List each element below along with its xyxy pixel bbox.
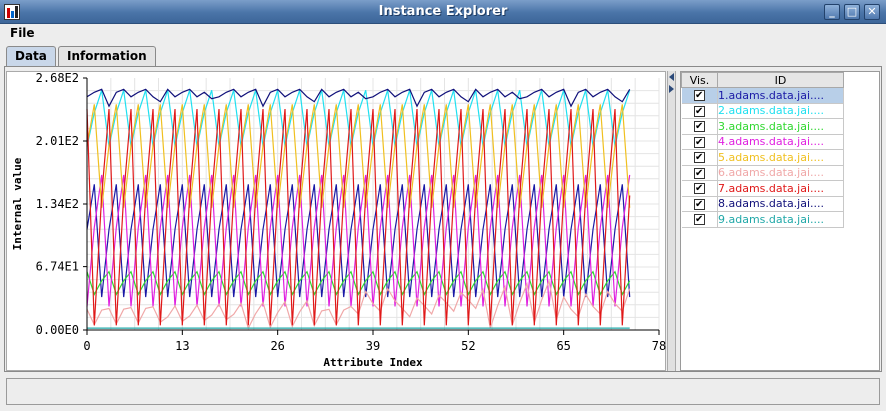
collapse-left-icon[interactable] xyxy=(669,73,674,81)
tab-data[interactable]: Data xyxy=(6,46,56,68)
x-axis-label: Attribute Index xyxy=(323,356,423,369)
x-tick-label: 0 xyxy=(83,339,90,353)
visibility-cell[interactable]: ✔ xyxy=(681,196,718,212)
table-row[interactable]: ✔ 7.adams.data.jai.... xyxy=(681,180,844,197)
x-tick-label: 26 xyxy=(270,339,284,353)
table-row[interactable]: ✔ 5.adams.data.jai.... xyxy=(681,149,844,166)
y-axis-label: Internal value xyxy=(11,157,24,250)
instance-id-cell[interactable]: 6.adams.data.jai.... xyxy=(717,165,844,181)
line-chart[interactable]: 0 13 26 39 52 65 78 0.00E0 6.74E1 1.34E2 2.01E2 2.6… xyxy=(7,71,667,372)
menu-bar: File xyxy=(0,24,886,44)
visibility-cell[interactable]: ✔ xyxy=(681,87,718,104)
instance-id-cell[interactable]: 5.adams.data.jai.... xyxy=(717,149,844,166)
instance-id-cell[interactable]: 9.adams.data.jai.... xyxy=(717,211,844,228)
chart-area[interactable]: 0 13 26 39 52 65 78 0.00E0 6.74E1 1.34E2 2.01E2 2.6… xyxy=(6,71,666,371)
collapse-right-icon[interactable] xyxy=(669,85,674,93)
visibility-checkbox[interactable]: ✔ xyxy=(693,214,705,226)
tab-information[interactable]: Information xyxy=(58,46,156,67)
instance-id-cell[interactable]: 3.adams.data.jai.... xyxy=(717,118,844,135)
table-row[interactable]: ✔ 4.adams.data.jai.... xyxy=(681,134,844,150)
instance-id-cell[interactable]: 8.adams.data.jai.... xyxy=(717,196,844,212)
title-bar[interactable]: Instance Explorer _ □ ✕ xyxy=(0,0,886,24)
instance-id-cell[interactable]: 1.adams.data.jai.... xyxy=(717,87,844,104)
visibility-checkbox[interactable]: ✔ xyxy=(693,198,705,210)
x-tick-label: 13 xyxy=(175,339,189,353)
instance-id-cell[interactable]: 4.adams.data.jai.... xyxy=(717,134,844,150)
maximize-button[interactable]: □ xyxy=(844,4,860,20)
visibility-checkbox[interactable]: ✔ xyxy=(693,121,705,133)
x-tick-label: 39 xyxy=(366,339,380,353)
instance-table[interactable]: Vis. ID ✔ 1.adams.data.jai.... ✔ 2.adams.da… xyxy=(680,71,880,371)
column-header-id[interactable]: ID xyxy=(717,72,844,88)
y-tick-label: 6.74E1 xyxy=(36,260,79,274)
minimize-button[interactable]: _ xyxy=(824,4,840,20)
table-row[interactable]: ✔ 3.adams.data.jai.... xyxy=(681,118,844,135)
visibility-cell[interactable]: ✔ xyxy=(681,211,718,228)
visibility-cell[interactable]: ✔ xyxy=(681,134,718,150)
table-row[interactable]: ✔ 6.adams.data.jai.... xyxy=(681,165,844,181)
window-title: Instance Explorer xyxy=(378,4,508,19)
instance-id-cell[interactable]: 2.adams.data.jai.... xyxy=(717,103,844,119)
visibility-checkbox[interactable]: ✔ xyxy=(693,90,705,102)
splitter[interactable] xyxy=(667,71,676,371)
visibility-checkbox[interactable]: ✔ xyxy=(693,105,705,117)
y-tick-label: 1.34E2 xyxy=(36,197,79,211)
x-tick-label: 78 xyxy=(652,339,666,353)
x-tick-label: 52 xyxy=(461,339,475,353)
visibility-cell[interactable]: ✔ xyxy=(681,149,718,166)
visibility-cell[interactable]: ✔ xyxy=(681,118,718,135)
visibility-checkbox[interactable]: ✔ xyxy=(693,183,705,195)
visibility-cell[interactable]: ✔ xyxy=(681,103,718,119)
table-row[interactable]: ✔ 2.adams.data.jai.... xyxy=(681,103,844,119)
menu-file[interactable]: File xyxy=(10,26,35,40)
series-line-5 xyxy=(86,104,631,208)
series-line-8 xyxy=(86,88,631,108)
y-tick-label: 2.01E2 xyxy=(36,134,79,148)
x-tick-label: 65 xyxy=(556,339,570,353)
visibility-checkbox[interactable]: ✔ xyxy=(693,136,705,148)
visibility-checkbox[interactable]: ✔ xyxy=(693,167,705,179)
series-line-7 xyxy=(86,108,631,326)
table-row[interactable]: ✔ 1.adams.data.jai.... xyxy=(681,87,844,104)
visibility-cell[interactable]: ✔ xyxy=(681,180,718,197)
table-row[interactable]: ✔ 8.adams.data.jai.... xyxy=(681,196,844,212)
close-button[interactable]: ✕ xyxy=(864,4,880,20)
series-line-1 xyxy=(86,184,631,298)
visibility-cell[interactable]: ✔ xyxy=(681,165,718,181)
instance-id-cell[interactable]: 7.adams.data.jai.... xyxy=(717,180,844,197)
series-line-4 xyxy=(86,174,631,307)
column-header-vis[interactable]: Vis. xyxy=(681,72,718,88)
app-icon xyxy=(4,4,20,20)
status-bar xyxy=(6,378,880,405)
table-row[interactable]: ✔ 9.adams.data.jai.... xyxy=(681,211,844,228)
visibility-checkbox[interactable]: ✔ xyxy=(693,152,705,164)
y-tick-label: 0.00E0 xyxy=(36,323,79,337)
y-tick-label: 2.68E2 xyxy=(36,72,79,85)
